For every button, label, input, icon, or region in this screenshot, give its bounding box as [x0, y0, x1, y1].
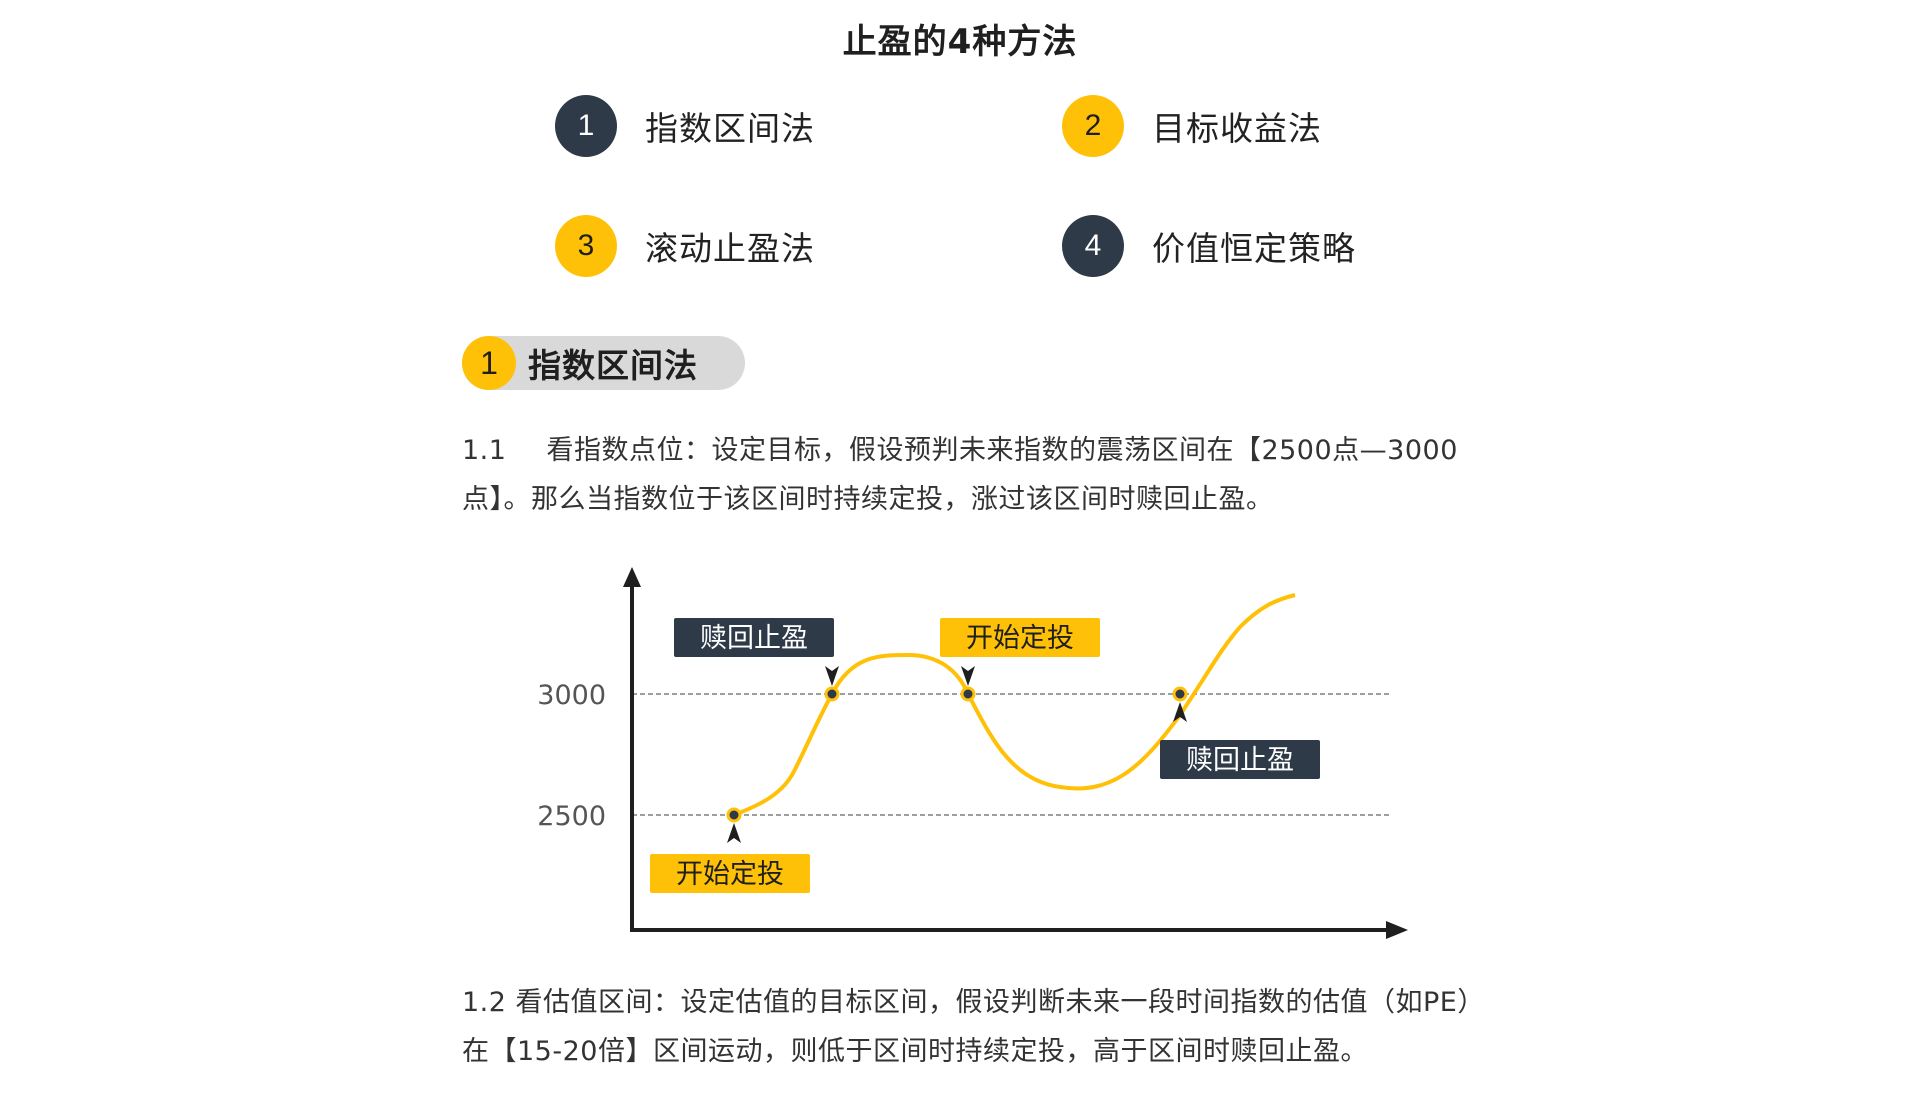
y-label-2500: 2500: [537, 801, 606, 832]
paragraph-1-2: 1.2 看估值区间：设定估值的目标区间，假设判断未来一段时间指数的估值（如PE）…: [462, 978, 1472, 1076]
method-number-badge: 3: [555, 215, 617, 277]
paragraph-text: 1.2 看估值区间：设定估值的目标区间，假设判断未来一段时间指数的估值（如PE）…: [462, 987, 1472, 1067]
method-item-3: 3 滚动止盈法: [555, 215, 815, 277]
method-item-2: 2 目标收益法: [1062, 95, 1322, 157]
method-label: 指数区间法: [645, 109, 815, 148]
section-number-badge: 1: [462, 336, 516, 390]
callout-take-profit-1: 赎回止盈: [700, 623, 808, 654]
callout-take-profit-2: 赎回止盈: [1186, 745, 1294, 776]
pointer-arrow-3: [961, 666, 975, 686]
section-title: 指数区间法: [528, 346, 698, 385]
callout-box-take-profit-2: [1160, 740, 1320, 779]
pointer-arrow-2: [825, 666, 839, 686]
method-number-badge: 1: [555, 95, 617, 157]
callout-start-invest-2: 开始定投: [966, 623, 1074, 654]
point-take-profit-1: [824, 686, 840, 702]
method-item-1: 1 指数区间法: [555, 95, 815, 157]
point-take-profit-2: [1172, 686, 1188, 702]
pointer-arrow-1: [727, 823, 741, 843]
x-axis-arrow: [1386, 921, 1408, 939]
callout-start-invest-1: 开始定投: [676, 859, 784, 890]
method-label: 目标收益法: [1152, 109, 1322, 148]
method-number-badge: 2: [1062, 95, 1124, 157]
pointer-arrow-4: [1173, 702, 1187, 722]
point-start-invest-1: [726, 807, 742, 823]
index-curve: [733, 593, 1296, 817]
index-range-diagram: 3000 2500 赎回止盈 开始定投 赎回止盈 开始定投: [537, 567, 1408, 939]
method-label: 滚动止盈法: [645, 229, 815, 268]
paragraph-text: 看指数点位：设定目标，假设预判未来指数的震荡区间在【2500点—3000点】。那…: [462, 435, 1458, 515]
section-header: 1 指数区间法: [462, 336, 745, 390]
y-axis-arrow: [623, 567, 641, 587]
callout-box-take-profit-1: [674, 618, 834, 657]
method-item-4: 4 价值恒定策略: [1062, 215, 1356, 277]
paragraph-number: 1.1: [462, 435, 507, 466]
method-label: 价值恒定策略: [1152, 229, 1356, 268]
paragraph-1-1: 1.1 看指数点位：设定目标，假设预判未来指数的震荡区间在【2500点—3000点…: [462, 426, 1472, 524]
callout-box-start-invest-1: [650, 854, 810, 893]
callout-box-start-invest-2: [940, 618, 1100, 657]
method-number-badge: 4: [1062, 215, 1124, 277]
y-label-3000: 3000: [537, 680, 606, 711]
point-start-invest-2: [960, 686, 976, 702]
page-title: 止盈的4种方法: [842, 22, 1078, 62]
